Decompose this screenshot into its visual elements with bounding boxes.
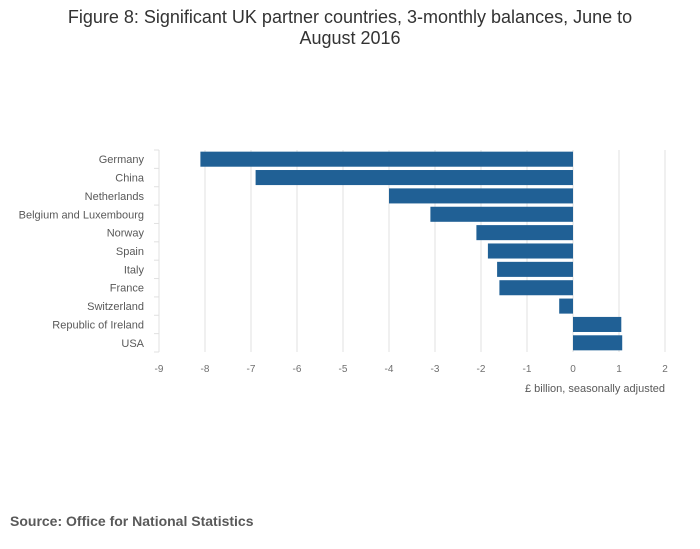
bar-usa: [573, 335, 623, 351]
bar-netherlands: [389, 188, 573, 204]
x-tick-label: 2: [662, 364, 668, 375]
x-tick-label: -1: [523, 364, 532, 375]
x-tick-label: 0: [570, 364, 576, 375]
category-label: Norway: [107, 228, 145, 240]
bar-germany: [200, 151, 573, 167]
x-axis-title: £ billion, seasonally adjusted: [525, 383, 665, 395]
source-note: Source: Office for National Statistics: [10, 513, 254, 529]
category-label: Germany: [99, 154, 145, 166]
bar-switzerland: [559, 298, 573, 314]
x-tick-label: -2: [477, 364, 486, 375]
category-label: France: [110, 283, 144, 295]
category-labels: Germany China Netherlands Belgium and Luxem…: [19, 154, 145, 350]
x-tick-label: -3: [431, 364, 440, 375]
category-label: Belgium and Luxembourg: [19, 209, 144, 221]
bar-republic-of-ireland: [573, 316, 622, 332]
category-label: Netherlands: [85, 191, 145, 203]
chart-title: Figure 8: Significant UK partner countri…: [67, 7, 633, 48]
category-label: Republic of Ireland: [52, 319, 144, 331]
category-label: Italy: [124, 264, 145, 276]
bar-belgium-and-luxembourg: [430, 206, 573, 222]
category-label: China: [115, 173, 145, 185]
x-tick-label: -7: [247, 364, 256, 375]
x-tick-label: 1: [616, 364, 622, 375]
x-tick-label: -9: [155, 364, 164, 375]
x-tick-label: -4: [385, 364, 394, 375]
bar-italy: [497, 261, 573, 277]
x-tick-label: -8: [201, 364, 210, 375]
x-tick-label: -6: [293, 364, 302, 375]
bar-norway: [476, 225, 573, 241]
bar-france: [499, 280, 573, 296]
bar-china: [255, 170, 573, 186]
bars: [200, 151, 623, 351]
category-label: USA: [121, 338, 144, 350]
x-tick-label: -5: [339, 364, 348, 375]
bar-spain: [487, 243, 573, 259]
x-tick-labels: -9 -8 -7 -6 -5 -4 -3 -2 -1 0 1 2: [155, 364, 669, 375]
category-label: Switzerland: [87, 301, 144, 313]
category-label: Spain: [116, 246, 144, 258]
